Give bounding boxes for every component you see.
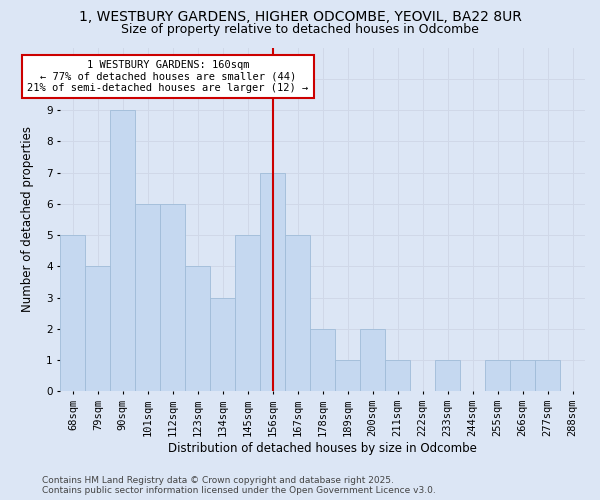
Y-axis label: Number of detached properties: Number of detached properties bbox=[21, 126, 34, 312]
Bar bbox=[210, 298, 235, 392]
Bar bbox=[185, 266, 210, 392]
Bar bbox=[310, 329, 335, 392]
Bar bbox=[235, 235, 260, 392]
Bar bbox=[260, 172, 285, 392]
Bar bbox=[61, 235, 85, 392]
Bar bbox=[335, 360, 360, 392]
Bar bbox=[385, 360, 410, 392]
Text: Size of property relative to detached houses in Odcombe: Size of property relative to detached ho… bbox=[121, 22, 479, 36]
Bar bbox=[510, 360, 535, 392]
Bar bbox=[85, 266, 110, 392]
Bar bbox=[435, 360, 460, 392]
Bar bbox=[110, 110, 136, 392]
Text: Contains HM Land Registry data © Crown copyright and database right 2025.
Contai: Contains HM Land Registry data © Crown c… bbox=[42, 476, 436, 495]
Text: 1 WESTBURY GARDENS: 160sqm
← 77% of detached houses are smaller (44)
21% of semi: 1 WESTBURY GARDENS: 160sqm ← 77% of deta… bbox=[27, 60, 308, 93]
Bar bbox=[535, 360, 560, 392]
Text: 1, WESTBURY GARDENS, HIGHER ODCOMBE, YEOVIL, BA22 8UR: 1, WESTBURY GARDENS, HIGHER ODCOMBE, YEO… bbox=[79, 10, 521, 24]
Bar bbox=[360, 329, 385, 392]
Bar bbox=[160, 204, 185, 392]
X-axis label: Distribution of detached houses by size in Odcombe: Distribution of detached houses by size … bbox=[168, 442, 477, 455]
Bar bbox=[285, 235, 310, 392]
Bar bbox=[485, 360, 510, 392]
Bar bbox=[136, 204, 160, 392]
